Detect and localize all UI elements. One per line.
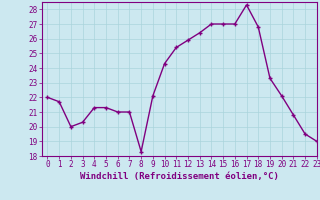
X-axis label: Windchill (Refroidissement éolien,°C): Windchill (Refroidissement éolien,°C) [80, 172, 279, 181]
